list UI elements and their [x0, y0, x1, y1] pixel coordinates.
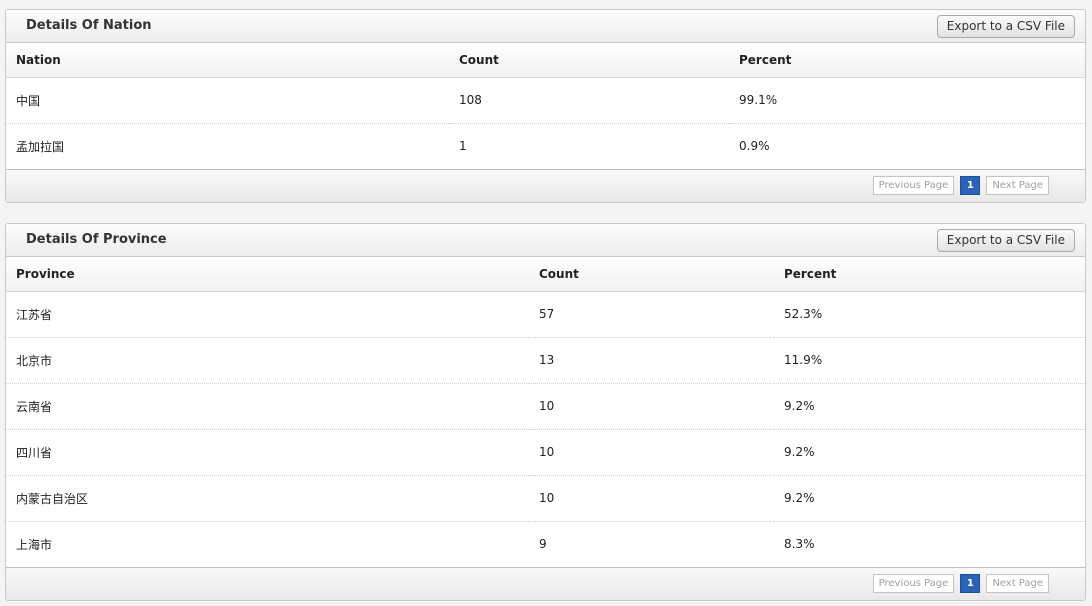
column-header-count[interactable]: Count [449, 43, 729, 78]
province-name-cell: 江苏省 [6, 291, 529, 338]
province-pagination: Previous Page 1 Next Page [872, 574, 1049, 593]
column-header-percent[interactable]: Percent [774, 257, 1085, 292]
nation-previous-page-button[interactable]: Previous Page [872, 176, 955, 195]
nation-panel-footer: Previous Page 1 Next Page [6, 169, 1085, 202]
percent-cell: 9.2% [774, 383, 1085, 430]
province-table: Province Count Percent 江苏省 57 52.3% 北京市 … [6, 257, 1085, 567]
province-name-cell: 北京市 [6, 337, 529, 384]
table-row: 中国 108 99.1% [6, 77, 1085, 124]
percent-cell: 0.9% [739, 139, 770, 154]
province-details-panel: Details Of Province Export to a CSV File… [5, 223, 1086, 601]
nation-next-page-button[interactable]: Next Page [986, 176, 1049, 195]
province-name-cell: 内蒙古自治区 [6, 475, 529, 522]
column-header-percent[interactable]: Percent [729, 43, 1085, 78]
nation-pagination: Previous Page 1 Next Page [872, 176, 1049, 195]
table-row: 北京市 13 11.9% [6, 337, 1085, 384]
table-row: 云南省 10 9.2% [6, 383, 1085, 430]
percent-cell: 52.3% [774, 291, 1085, 338]
province-name-cell: 云南省 [6, 383, 529, 430]
nation-name-cell: 孟加拉国 [16, 139, 65, 154]
percent-cell: 8.3% [784, 537, 815, 552]
nation-table: Nation Count Percent 中国 108 99.1% 孟加拉国 1… [6, 43, 1085, 169]
nation-table-header-row: Nation Count Percent [6, 43, 1085, 78]
province-name-cell: 上海市 [16, 537, 53, 552]
column-header-count[interactable]: Count [529, 257, 774, 292]
nation-current-page[interactable]: 1 [960, 176, 981, 195]
province-export-csv-button[interactable]: Export to a CSV File [936, 229, 1075, 252]
province-previous-page-button[interactable]: Previous Page [872, 574, 955, 593]
province-table-header-row: Province Count Percent [6, 257, 1085, 292]
count-cell: 57 [529, 291, 774, 338]
nation-name-cell: 中国 [6, 77, 449, 124]
percent-cell: 11.9% [774, 337, 1085, 384]
percent-cell: 99.1% [729, 77, 1085, 124]
count-cell: 10 [529, 429, 774, 476]
count-cell: 10 [529, 383, 774, 430]
table-row: 江苏省 57 52.3% [6, 291, 1085, 338]
column-header-nation[interactable]: Nation [6, 43, 449, 78]
province-next-page-button[interactable]: Next Page [986, 574, 1049, 593]
province-current-page[interactable]: 1 [960, 574, 981, 593]
table-row: 内蒙古自治区 10 9.2% [6, 475, 1085, 522]
table-row: 孟加拉国 1 0.9% [6, 123, 1085, 169]
percent-cell: 9.2% [774, 475, 1085, 522]
count-cell: 13 [529, 337, 774, 384]
province-panel-title: Details Of Province [26, 232, 167, 247]
count-cell: 9 [539, 537, 547, 552]
table-row: 上海市 9 8.3% [6, 521, 1085, 567]
nation-export-csv-button[interactable]: Export to a CSV File [936, 15, 1075, 38]
nation-panel-title: Details Of Nation [26, 18, 152, 33]
percent-cell: 9.2% [774, 429, 1085, 476]
province-panel-header: Details Of Province Export to a CSV File [6, 224, 1085, 257]
province-panel-footer: Previous Page 1 Next Page [6, 567, 1085, 600]
nation-details-panel: Details Of Nation Export to a CSV File N… [5, 9, 1086, 203]
count-cell: 108 [449, 77, 729, 124]
table-row: 四川省 10 9.2% [6, 429, 1085, 476]
count-cell: 10 [529, 475, 774, 522]
nation-panel-header: Details Of Nation Export to a CSV File [6, 10, 1085, 43]
count-cell: 1 [459, 139, 467, 154]
column-header-province[interactable]: Province [6, 257, 529, 292]
province-name-cell: 四川省 [6, 429, 529, 476]
